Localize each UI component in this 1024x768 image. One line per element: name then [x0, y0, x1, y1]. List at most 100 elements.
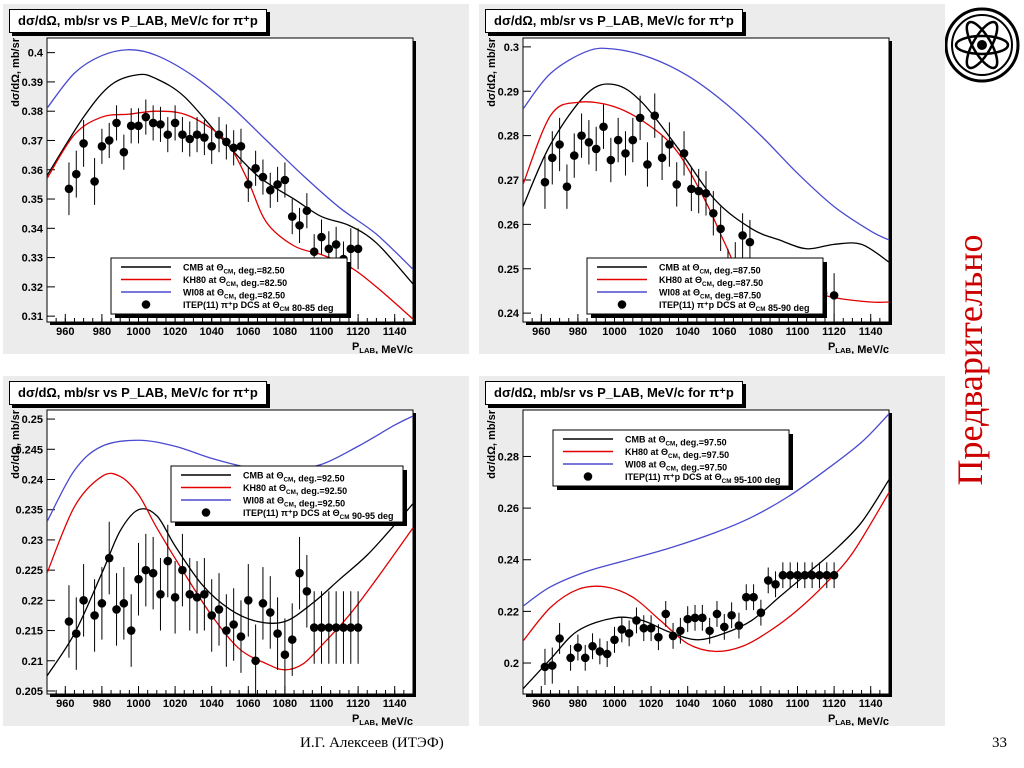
chart-1-data-point	[112, 118, 121, 128]
chart-1-data-point	[192, 130, 202, 139]
chart-1-data-point	[90, 177, 99, 186]
chart-1-data-point	[251, 163, 260, 173]
chart-1-legend-label: KH80 at ΘCM, deg.=82.50	[183, 275, 287, 288]
chart-1-data-point	[222, 137, 231, 147]
chart-2-data-point	[738, 231, 747, 240]
chart-1-data-point	[104, 136, 114, 145]
chart-3-xtick-label: 1060	[236, 698, 260, 710]
chart-3-xtick-label: 1100	[310, 698, 334, 710]
chart-4-data-point	[807, 570, 817, 580]
chart-3-xlabel: PLAB, MeV/c	[352, 713, 413, 726]
chart-3-data-point	[170, 593, 180, 602]
chart-panel-4: 960 980 1000 1020 1040 1060 1080 1100 1120 1140 0.…	[479, 376, 945, 726]
chart-3-legend-label: CMB at ΘCM, deg.=92.50	[243, 471, 345, 484]
chart-2-legend-label: KH80 at ΘCM, deg.=87.50	[659, 275, 763, 288]
chart-4-data-point	[602, 649, 612, 659]
chart-4-data-point	[763, 576, 773, 585]
chart-4-data-point	[822, 570, 832, 580]
chart-1-xtick-label: 960	[56, 326, 74, 338]
chart-2-ytick-label: 0.26	[498, 219, 519, 231]
chart-2-curve-1	[523, 83, 889, 263]
chart-4-legend-label: CMB at ΘCM, deg.=97.50	[625, 435, 727, 448]
chart-3-curve-3	[47, 415, 413, 523]
chart-1-xtick-label: 1080	[273, 326, 297, 338]
chart-4-data-point	[654, 632, 663, 642]
chart-3-data-point	[265, 608, 275, 617]
chart-2-data-point	[599, 122, 608, 132]
chart-panel-1: 960 980 1000 1020 1040 1060 1080 1100 1120 1140 0.…	[3, 4, 469, 354]
chart-3-data-point	[97, 599, 107, 608]
chart-1-data-point	[156, 120, 165, 129]
chart-1-data-point	[126, 121, 136, 131]
chart-1-data-point	[287, 212, 297, 221]
chart-4-ylabel: dσ/dΩ, mb/sr	[486, 409, 498, 479]
chart-1-legend-label: ITEP(11) π⁺p DCS at ΘCM 80-85 deg	[183, 300, 334, 313]
chart-3-ytick-label: 0.245	[15, 444, 43, 456]
chart-1-data-point	[71, 169, 81, 179]
chart-2-data-point	[687, 184, 696, 194]
chart-1-ytick-label: 0.36	[22, 165, 43, 177]
chart-3-ytick-label: 0.205	[15, 686, 43, 698]
chart-1-legend-label: CMB at ΘCM, deg.=82.50	[183, 263, 285, 276]
chart-1-ylabel: dσ/dΩ, mb/sr	[10, 37, 22, 107]
chart-1-data-point	[331, 240, 341, 249]
chart-1-data-point	[324, 244, 334, 254]
chart-3-xtick-label: 1040	[199, 698, 223, 710]
chart-4-xlabel: PLAB, MeV/c	[828, 713, 889, 726]
chart-2-plot: 960 980 1000 1020 1040 1060 1080 1100 1120 1140 0.…	[486, 37, 892, 354]
chart-4-data-point	[595, 647, 605, 656]
chart-4-data-point	[720, 622, 729, 632]
chart-2-xtick-label: 1080	[749, 326, 773, 338]
chart-1-data-point	[273, 180, 282, 189]
chart-3-data-point	[244, 596, 253, 605]
chart-1-xtick-label: 980	[93, 326, 111, 338]
chart-2-data-point	[562, 182, 572, 191]
chart-1-xtick-label: 1020	[163, 326, 187, 338]
chart-2-xtick-label: 1060	[712, 326, 736, 338]
chart-3-data-point	[222, 626, 231, 635]
chart-4-legend-label: WI08 at ΘCM, deg.=97.50	[625, 460, 727, 473]
chart-4-data-point	[646, 623, 656, 633]
chart-1-ytick-label: 0.39	[22, 77, 43, 89]
chart-2-xtick-label: 1120	[822, 326, 846, 338]
chart-4-ytick-label: 0.26	[498, 503, 519, 515]
chart-3-title: dσ/dΩ, mb/sr vs P_LAB, MeV/c for π⁺p	[9, 381, 267, 405]
chart-3-data-point	[287, 635, 297, 644]
chart-3-data-point	[104, 553, 114, 563]
chart-3-data-point	[192, 593, 202, 602]
chart-4-data-point	[793, 570, 802, 580]
chart-2-xtick-label: 1100	[786, 326, 810, 338]
chart-3-legend-label: KH80 at ΘCM, deg.=92.50	[243, 483, 347, 496]
chart-4-legend-marker	[583, 472, 593, 481]
chart-4-legend-label: KH80 at ΘCM, deg.=97.50	[625, 447, 729, 460]
chart-3-data-point	[236, 632, 246, 641]
chart-1-data-point	[170, 118, 180, 128]
chart-1-xlabel: PLAB, MeV/c	[352, 341, 413, 354]
chart-2-ytick-label: 0.25	[498, 264, 519, 276]
chart-2-legend-marker	[617, 300, 627, 309]
chart-4-xtick-label: 1040	[675, 698, 699, 710]
chart-1-data-point	[148, 118, 158, 128]
chart-1-xtick-label: 1060	[236, 326, 260, 338]
chart-4-data-point	[540, 662, 550, 672]
chart-1-data-point	[346, 244, 356, 254]
chart-4-xtick-label: 1000	[602, 698, 626, 710]
chart-4-data-point	[778, 570, 788, 580]
chart-2-legend-label: WI08 at ΘCM, deg.=87.50	[659, 288, 761, 301]
chart-1-data-point	[79, 139, 88, 148]
chart-3-xtick-label: 1000	[126, 698, 150, 710]
chart-2-data-point	[709, 208, 718, 218]
chart-4-data-point	[555, 634, 564, 643]
chart-4-xtick-label: 1100	[786, 698, 810, 710]
chart-4-curve-2	[523, 492, 889, 653]
chart-1-data-point	[265, 185, 275, 195]
chart-2-xlabel: PLAB, MeV/c	[828, 341, 889, 354]
chart-2-xtick-label: 960	[532, 326, 550, 338]
chart-1-data-point	[200, 133, 209, 142]
chart-4-data-point	[727, 610, 736, 620]
chart-2-ytick-label: 0.28	[498, 131, 519, 143]
chart-4-data-point	[756, 608, 766, 617]
chart-2-legend-label: ITEP(11) π⁺p DCS at ΘCM 85-90 deg	[659, 300, 810, 313]
chart-4-data-point	[566, 653, 575, 663]
chart-3-data-point	[353, 623, 363, 632]
